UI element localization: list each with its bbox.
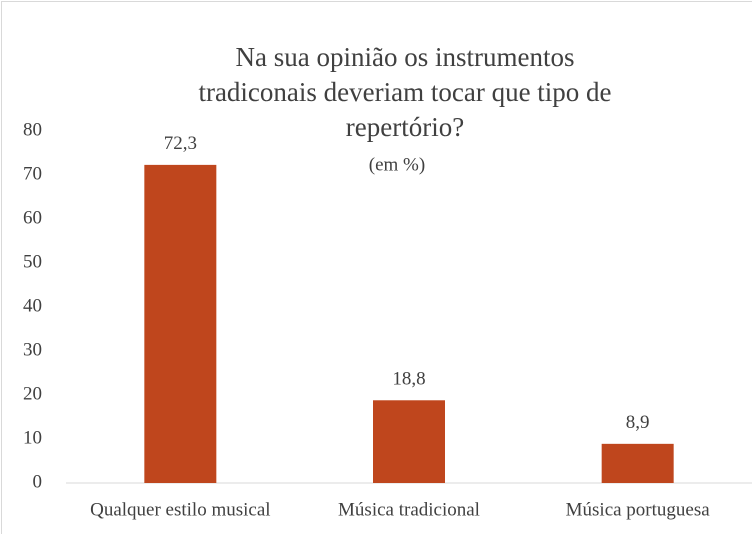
x-tick-label: Qualquer estilo musical bbox=[90, 499, 270, 520]
y-tick-label: 10 bbox=[23, 427, 42, 448]
y-tick-label: 80 bbox=[23, 119, 42, 140]
bar bbox=[144, 164, 217, 483]
y-tick-label: 20 bbox=[23, 383, 42, 404]
y-tick-label: 60 bbox=[23, 207, 42, 228]
y-tick-label: 50 bbox=[23, 251, 42, 272]
x-tick-label: Música portuguesa bbox=[566, 499, 711, 520]
y-tick-label: 30 bbox=[23, 339, 42, 360]
x-tick-label: Música tradicional bbox=[338, 499, 480, 520]
y-tick-label: 0 bbox=[33, 471, 43, 492]
data-label: 72,3 bbox=[164, 133, 197, 154]
y-tick-label: 40 bbox=[23, 295, 42, 316]
bar bbox=[601, 443, 674, 483]
data-label: 8,9 bbox=[626, 412, 650, 433]
bar bbox=[373, 400, 445, 483]
y-tick-label: 70 bbox=[23, 163, 42, 184]
chart-title: Na sua opinião os instrumentos tradicona… bbox=[198, 42, 612, 142]
chart-subtitle: (em %) bbox=[369, 154, 425, 175]
data-label: 18,8 bbox=[392, 369, 425, 390]
